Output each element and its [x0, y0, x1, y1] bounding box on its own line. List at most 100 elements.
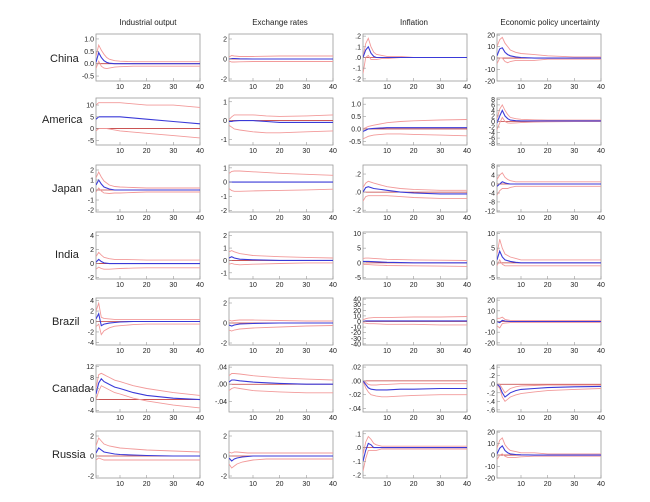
- x-tick-label: 30: [570, 282, 578, 289]
- y-tick-label: -.2: [487, 390, 495, 397]
- plot-area: [497, 437, 601, 460]
- lower-confidence-band: [96, 187, 200, 194]
- x-tick-label: 40: [196, 215, 204, 222]
- upper-confidence-band: [96, 372, 200, 396]
- x-tick-label: 20: [544, 481, 552, 488]
- y-tick-label: 1: [223, 165, 227, 172]
- y-tick-label: -10: [351, 325, 361, 332]
- plot-area: [96, 102, 200, 139]
- x-tick-label: 30: [302, 282, 310, 289]
- y-tick-label: .0: [355, 190, 361, 197]
- x-tick-label: 40: [463, 282, 471, 289]
- upper-confidence-band: [497, 316, 601, 321]
- y-tick-label: 20: [353, 308, 361, 315]
- y-tick-label: 2: [90, 247, 94, 254]
- panel-frame: [496, 364, 602, 413]
- x-tick-label: 20: [276, 481, 284, 488]
- y-tick-label: .00: [351, 378, 361, 385]
- x-tick-label: 20: [410, 148, 418, 155]
- x-tick-label: 20: [544, 215, 552, 222]
- lower-confidence-band: [229, 458, 333, 469]
- x-tick-label: 10: [116, 348, 124, 355]
- x-tick-label: 40: [597, 481, 605, 488]
- x-tick-label: 10: [249, 282, 257, 289]
- x-tick-label: 20: [544, 415, 552, 422]
- lower-confidence-band: [497, 453, 601, 460]
- panel-china-exchange-rates: 20-210 20 30 40: [221, 33, 337, 91]
- y-tick-label: -.2: [353, 76, 361, 83]
- impulse-response-line: [96, 178, 200, 191]
- y-tick-label: -2: [221, 341, 227, 348]
- y-tick-label: 2: [90, 309, 94, 316]
- x-tick-label: 20: [143, 348, 151, 355]
- x-tick-label: 10: [116, 148, 124, 155]
- impulse-response-line: [363, 127, 467, 132]
- y-tick-label: 1: [223, 99, 227, 106]
- impulse-response-line: [363, 442, 467, 462]
- y-tick-label: .1: [355, 431, 361, 438]
- y-tick-label: -0.5: [349, 139, 361, 146]
- column-title-industrial-output: Industrial output: [120, 18, 178, 27]
- y-tick-label: 2: [223, 301, 227, 308]
- upper-confidence-band: [363, 257, 467, 261]
- x-tick-label: 40: [329, 148, 337, 155]
- y-tick-label: -20: [485, 79, 495, 86]
- panel-canada-economic-policy-uncertainty: .4.2 .0-.2 -.4-.6 10 20 30 40: [487, 364, 605, 422]
- y-tick-label: -5: [355, 275, 361, 282]
- x-tick-label: 10: [517, 348, 525, 355]
- plot-area: [363, 316, 467, 326]
- x-tick-label: 40: [196, 415, 204, 422]
- impulse-response-line: [363, 45, 467, 59]
- impulse-response-line: [497, 445, 601, 456]
- x-tick-label: 10: [383, 148, 391, 155]
- lower-confidence-band: [229, 387, 333, 394]
- y-tick-label: -40: [351, 341, 361, 348]
- panel-frame: [228, 33, 334, 82]
- y-tick-label: -4: [489, 190, 495, 197]
- y-tick-label: -5: [88, 138, 94, 145]
- plot-area: [96, 170, 200, 194]
- y-tick-label: -.04: [215, 399, 227, 406]
- x-tick-label: 30: [302, 215, 310, 222]
- lower-confidence-band: [497, 322, 601, 329]
- x-tick-label: 30: [436, 415, 444, 422]
- x-tick-label: 30: [169, 415, 177, 422]
- y-tick-label: 4: [90, 233, 94, 240]
- x-tick-label: 10: [116, 215, 124, 222]
- panel-russia-economic-policy-uncertainty: 20 10 0 -10 -20 10 20 30 40: [485, 430, 605, 488]
- row-label-russia: Russia: [52, 449, 87, 461]
- upper-confidence-band: [96, 43, 200, 63]
- x-tick-label: 10: [116, 282, 124, 289]
- impulse-response-line: [96, 377, 200, 401]
- y-tick-label: 0: [223, 321, 227, 328]
- row-label-india: India: [55, 249, 80, 261]
- y-tick-label: -8: [489, 141, 495, 148]
- x-tick-label: 30: [169, 215, 177, 222]
- panel-frame: [228, 364, 334, 413]
- impulse-response-line: [229, 322, 333, 327]
- panel-india-inflation: 10 5 0 -5 10 20 30 40: [353, 231, 471, 289]
- impulse-response-line: [497, 383, 601, 398]
- plot-area: [497, 239, 601, 267]
- y-tick-label: 0: [491, 182, 495, 189]
- x-tick-label: 30: [436, 282, 444, 289]
- y-tick-label: 0: [491, 319, 495, 326]
- panel-america-exchange-rates: 10-110 20 30 40: [221, 97, 337, 155]
- x-tick-label: 30: [436, 215, 444, 222]
- y-tick-label: 0.0: [351, 126, 361, 133]
- y-tick-label: -0.5: [82, 74, 94, 81]
- x-tick-label: 20: [143, 84, 151, 91]
- y-tick-label: 0: [90, 126, 94, 133]
- y-tick-label: 0.5: [351, 114, 361, 121]
- y-tick-label: 2: [223, 37, 227, 44]
- y-tick-label: -4: [88, 408, 94, 415]
- row-label-america: America: [42, 114, 83, 126]
- y-tick-label: 4: [491, 173, 495, 180]
- panel-japan-exchange-rates: 10-1-210 20 30 40: [221, 164, 337, 222]
- y-tick-label: 20: [487, 298, 495, 305]
- lower-confidence-band: [229, 124, 333, 134]
- x-tick-label: 10: [116, 84, 124, 91]
- impulse-response-line: [497, 47, 601, 59]
